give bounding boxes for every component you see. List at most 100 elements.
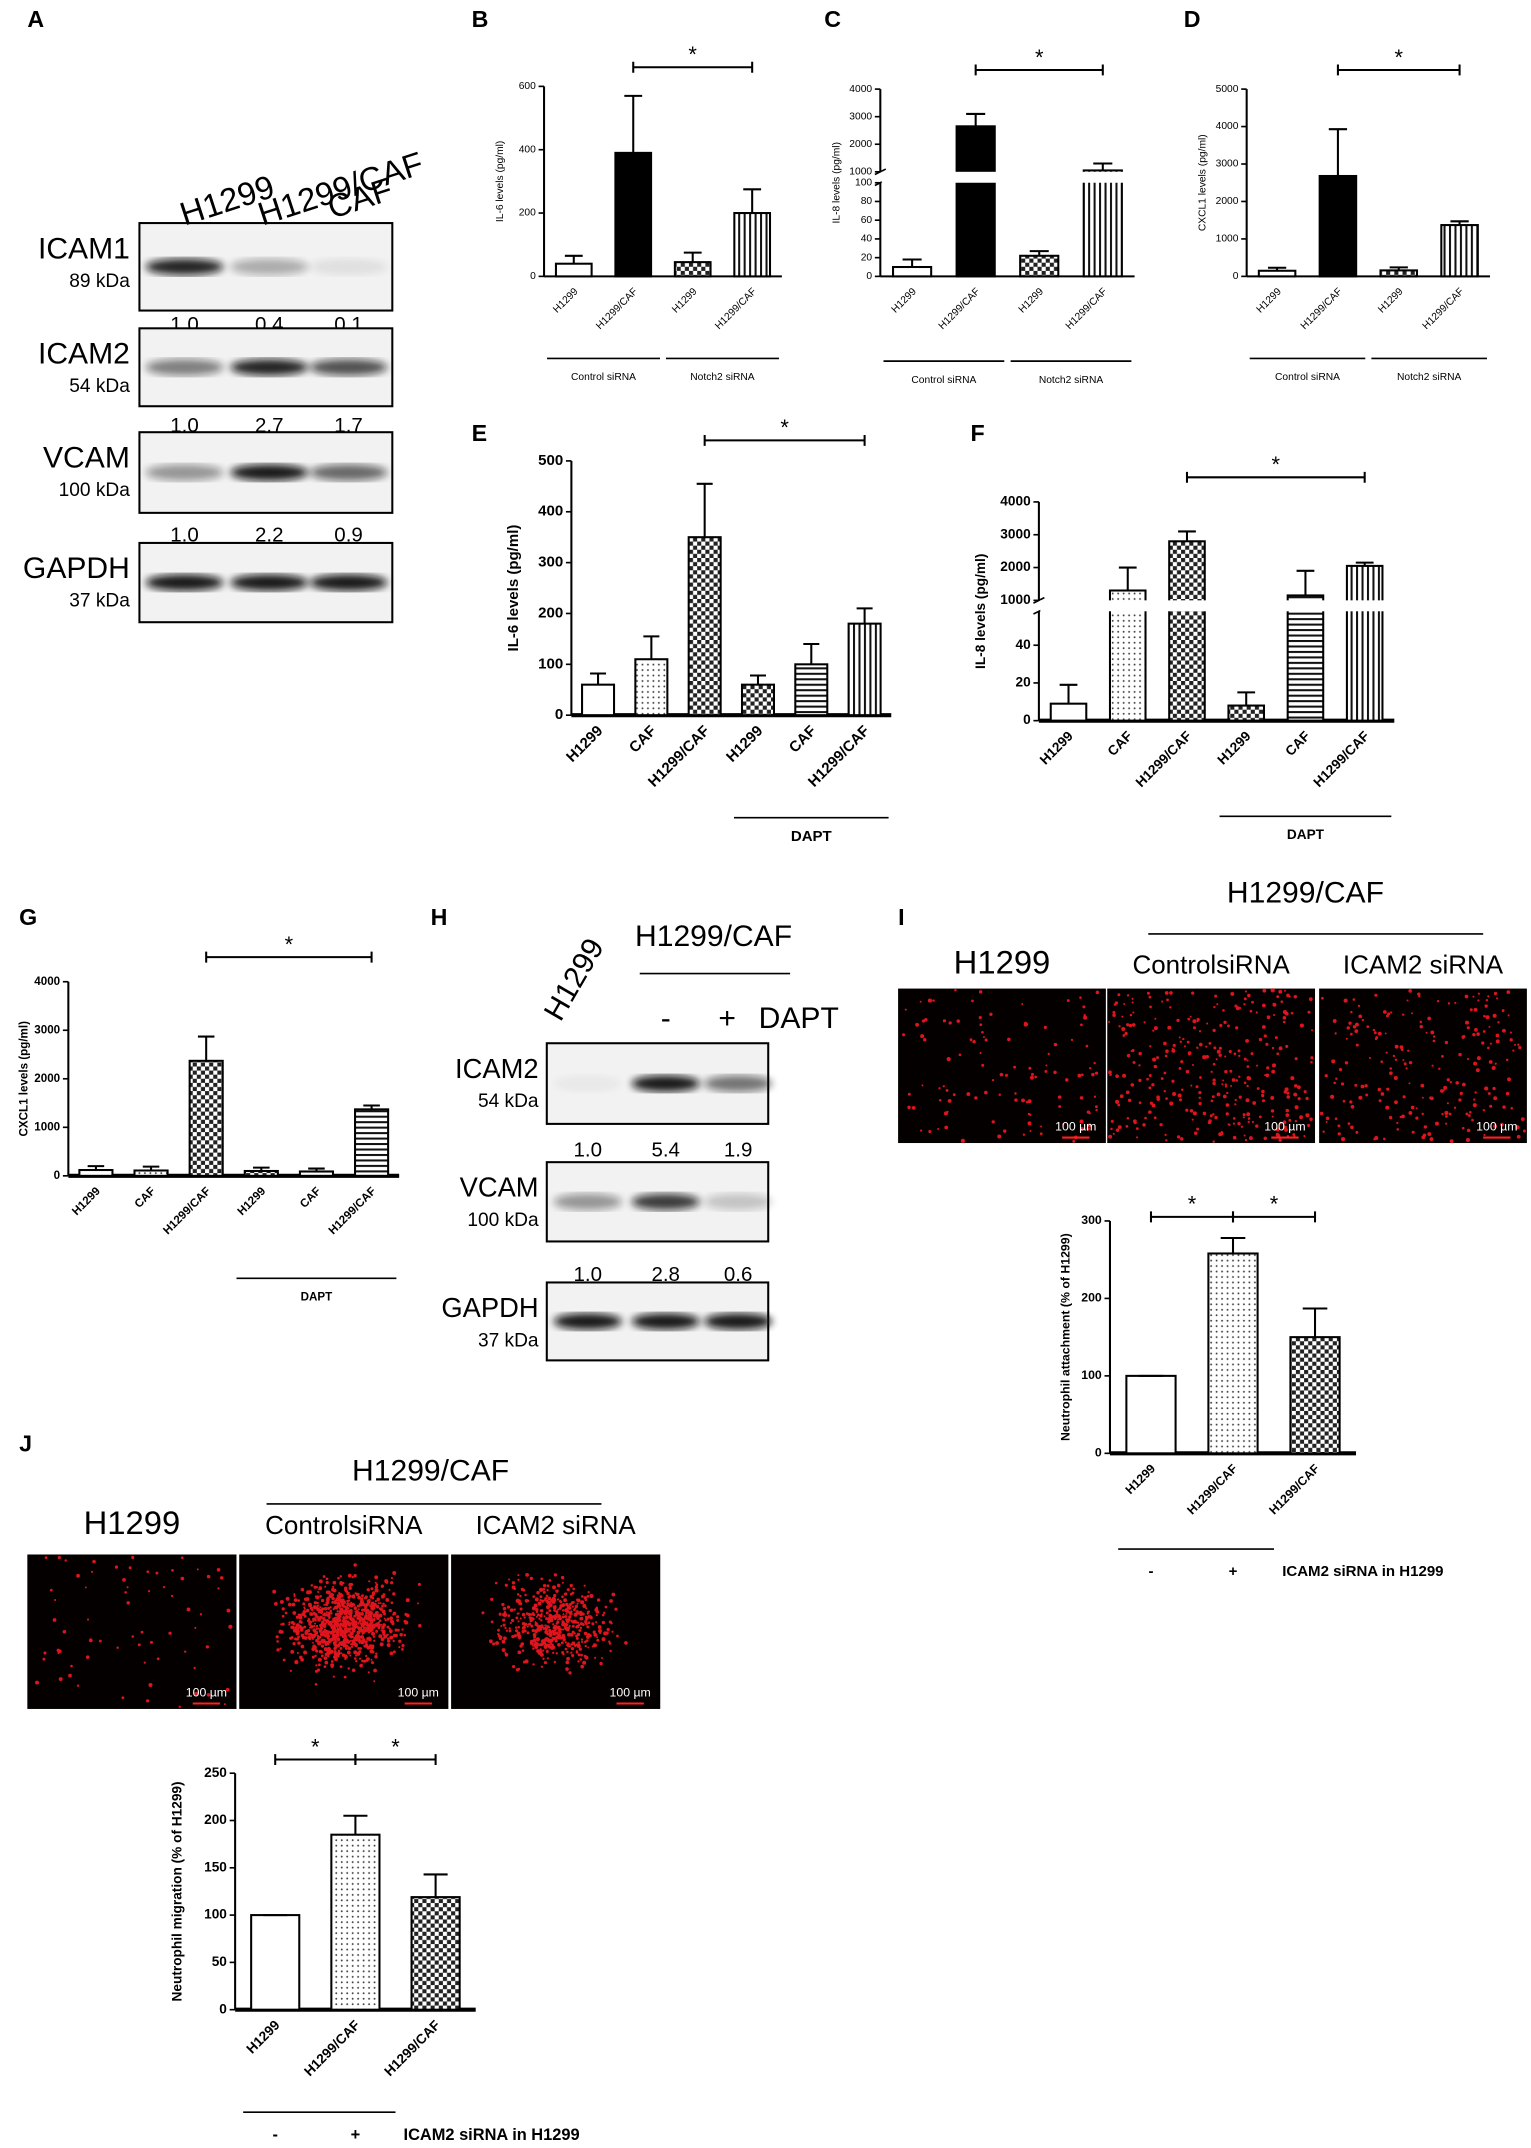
cell-dot	[1091, 1072, 1095, 1077]
cell-dot	[1077, 1073, 1082, 1078]
micrograph	[1107, 988, 1316, 1144]
cell-dot	[315, 1664, 318, 1667]
cell-dot	[1248, 1136, 1253, 1141]
cell-dot	[1263, 1136, 1267, 1141]
cell-dot	[354, 1654, 357, 1657]
cell-dot	[545, 1617, 549, 1621]
cell-dot	[1022, 1133, 1026, 1136]
cell-dot	[523, 1629, 527, 1633]
cell-dot	[328, 1594, 333, 1599]
scale-bar-label: 100 µm	[610, 1686, 651, 1700]
cell-dot	[570, 1601, 574, 1605]
cell-dot	[1079, 996, 1082, 999]
cell-dot	[1108, 1134, 1113, 1139]
cell-dot	[1432, 1035, 1436, 1038]
cell-dot	[571, 1641, 576, 1646]
cell-dot	[292, 1642, 296, 1646]
cell-dot	[1249, 1009, 1253, 1013]
cell-dot	[1472, 1103, 1477, 1108]
cell-dot	[326, 1648, 330, 1653]
cell-dot	[904, 1008, 907, 1011]
cell-dot	[299, 1655, 303, 1660]
cell-dot	[1283, 1090, 1288, 1094]
image-label: ICAM2 siRNA	[476, 1510, 637, 1540]
cell-dot	[1402, 1095, 1406, 1099]
cell-dot	[1122, 1034, 1126, 1037]
molecular-weight: 54 kDa	[478, 1091, 539, 1112]
cell-dot	[1343, 998, 1348, 1003]
cell-dot	[1431, 1064, 1434, 1067]
y-axis-label: IL-8 levels (pg/ml)	[973, 554, 988, 669]
y-tick-label: 100	[538, 655, 563, 672]
cell-dot	[348, 1615, 350, 1618]
cell-dot	[971, 999, 974, 1003]
cell-dot	[380, 1594, 385, 1599]
error-bar	[343, 1814, 368, 1835]
cell-dot	[974, 1096, 978, 1100]
image-group-label: H1299/CAF	[352, 1455, 509, 1488]
cell-dot	[1163, 1041, 1167, 1046]
cell-dot	[116, 1646, 119, 1649]
cell-dot	[1415, 1107, 1418, 1110]
cell-dot	[587, 1621, 591, 1625]
cell-dot	[551, 1596, 556, 1601]
cell-dot	[1333, 1081, 1336, 1085]
cell-dot	[296, 1652, 299, 1655]
cell-dot	[317, 1657, 322, 1662]
cell-dot	[972, 1040, 976, 1044]
bar	[673, 261, 712, 278]
cell-dot	[546, 1584, 550, 1588]
significance-bracket	[1336, 64, 1461, 76]
cell-dot	[1358, 1095, 1363, 1100]
cell-dot	[303, 1650, 308, 1655]
cell-dot	[1218, 1053, 1222, 1057]
cell-dot	[156, 1657, 160, 1661]
cell-dot	[1179, 1137, 1184, 1141]
cell-dot	[362, 1626, 366, 1630]
cell-dot	[1222, 1094, 1227, 1099]
cell-dot	[385, 1598, 390, 1602]
cell-dot	[1132, 1061, 1136, 1065]
cell-dot	[1473, 1007, 1478, 1012]
cell-dot	[1178, 1066, 1182, 1070]
cell-dot	[1350, 1104, 1355, 1109]
cell-dot	[1121, 1015, 1124, 1018]
cell-dot	[1195, 1085, 1199, 1089]
cell-dot	[1118, 1025, 1121, 1028]
cell-dot	[1128, 1023, 1133, 1028]
x-tick-label: H1299	[70, 1184, 104, 1218]
cell-dot	[365, 1654, 368, 1658]
blot-band	[631, 1075, 700, 1092]
cell-dot	[1477, 999, 1480, 1002]
lane-label: H1299/CAF	[635, 920, 792, 953]
cell-dot	[394, 1628, 398, 1632]
cell-dot	[1384, 1032, 1387, 1035]
cell-dot	[1243, 1134, 1246, 1137]
cell-dot	[276, 1648, 280, 1652]
cell-dot	[1013, 1065, 1016, 1069]
cell-dot	[58, 1677, 63, 1681]
cell-dot	[1280, 1000, 1284, 1003]
cell-dot	[405, 1598, 410, 1603]
cell-dot	[577, 1653, 581, 1657]
cell-dot	[490, 1620, 494, 1624]
cell-dot	[1390, 1011, 1393, 1014]
cell-dot	[565, 1602, 569, 1607]
cell-dot	[553, 1594, 557, 1598]
cell-dot	[555, 1610, 559, 1614]
cell-dot	[1131, 1048, 1135, 1052]
cell-dot	[375, 1605, 380, 1609]
x-tick-label: H1299	[723, 722, 766, 765]
cell-dot	[301, 1626, 304, 1630]
cell-dot	[1507, 1014, 1510, 1017]
cell-dot	[303, 1607, 306, 1610]
bar	[955, 125, 996, 278]
cell-dot	[1138, 1078, 1142, 1083]
error-bar	[683, 251, 702, 263]
cell-dot	[1110, 1119, 1114, 1123]
cell-dot	[363, 1596, 367, 1600]
cell-dot	[540, 1640, 543, 1643]
cell-dot	[339, 1622, 343, 1626]
cell-dot	[418, 1624, 422, 1628]
cell-dot	[1415, 1116, 1419, 1120]
